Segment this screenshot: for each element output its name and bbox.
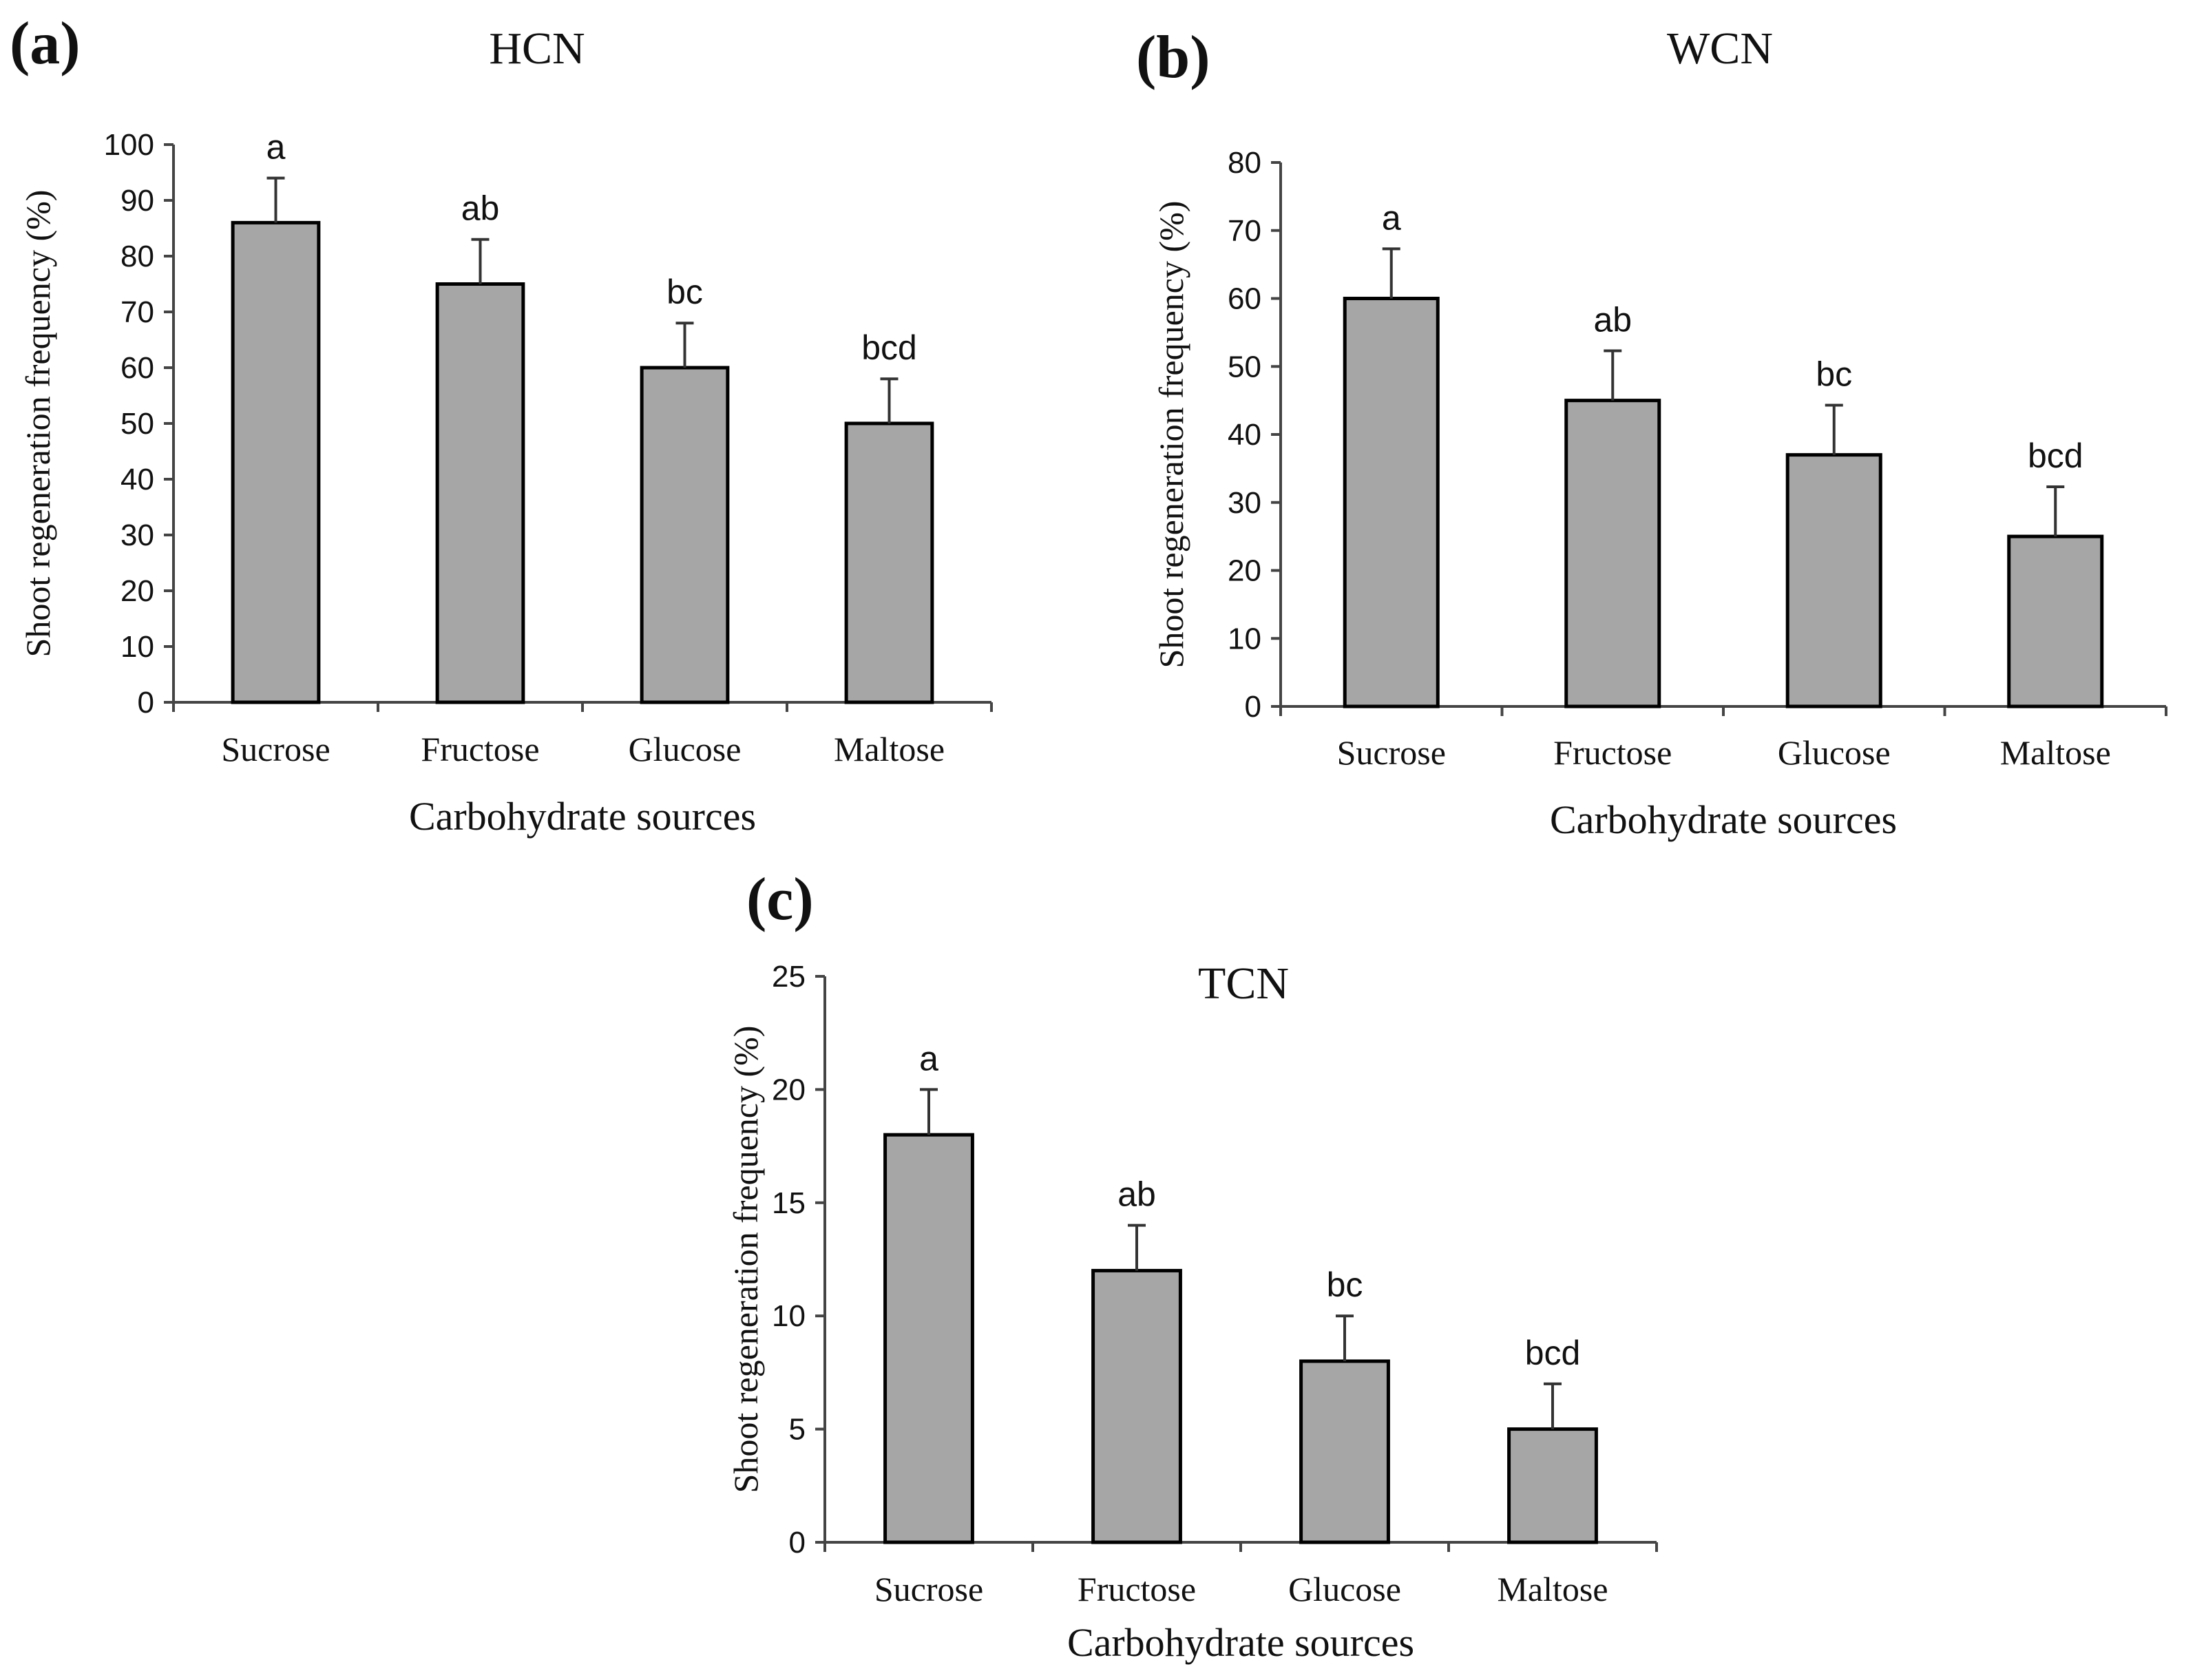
category-label: Fructose (421, 730, 539, 768)
bar-sucrose (1343, 297, 1440, 708)
y-tick-label: 10 (1228, 622, 1261, 655)
y-tick-label: 70 (1228, 214, 1261, 248)
x-axis-title: Carbohydrate sources (1067, 1620, 1414, 1665)
y-tick-label: 50 (120, 407, 154, 441)
x-axis-title: Carbohydrate sources (1550, 797, 1897, 842)
y-axis-title: Shoot regeneration frequency (%) (726, 1026, 765, 1493)
category-label: Sucrose (874, 1570, 983, 1608)
y-tick-label: 10 (772, 1299, 806, 1333)
y-tick-label: 0 (138, 686, 154, 720)
significance-letter: bcd (1525, 1334, 1581, 1372)
significance-letter: a (266, 128, 286, 167)
category-label: Sucrose (1337, 733, 1446, 772)
y-tick-label: 100 (104, 128, 154, 162)
chart-title: TCN (1198, 958, 1289, 1009)
x-axis-title: Carbohydrate sources (409, 794, 756, 839)
bar-fructose (1564, 399, 1661, 708)
y-tick-label: 20 (772, 1073, 806, 1106)
y-tick-label: 15 (772, 1186, 806, 1220)
y-axis-title: Shoot regeneration frequency (%) (1152, 201, 1190, 669)
y-tick-label: 30 (120, 518, 154, 552)
significance-letter: ab (461, 189, 500, 228)
significance-letter: bc (666, 273, 703, 311)
category-label: Sucrose (221, 730, 330, 768)
category-label: Maltose (2000, 733, 2111, 772)
chart-panel-2: (b) WCN 0 10 20 30 40 50 60 70 80 a Sucrose ab Fructos… (1136, 23, 2167, 842)
category-label: Maltose (834, 730, 945, 768)
y-tick-label: 20 (120, 574, 154, 608)
y-tick-label: 0 (789, 1526, 806, 1560)
category-label: Glucose (1778, 733, 1891, 772)
y-tick-label: 80 (1228, 146, 1261, 180)
y-tick-label: 5 (789, 1413, 806, 1447)
bar-fructose (1091, 1268, 1182, 1544)
significance-letter: bc (1327, 1266, 1363, 1304)
significance-letter: bc (1816, 355, 1852, 394)
bar-sucrose (883, 1133, 974, 1544)
y-tick-label: 40 (120, 463, 154, 496)
y-tick-label: 0 (1245, 690, 1261, 724)
y-tick-label: 90 (120, 184, 154, 218)
y-tick-label: 70 (120, 295, 154, 329)
y-tick-label: 40 (1228, 418, 1261, 452)
bar-glucose (640, 366, 730, 704)
bar-glucose (1785, 453, 1882, 708)
bar-maltose (1507, 1427, 1598, 1544)
bar-fructose (435, 282, 525, 704)
panel-label: (a) (10, 10, 81, 77)
y-tick-label: 10 (120, 630, 154, 664)
significance-letter: a (1382, 198, 1401, 237)
y-tick-label: 60 (1228, 282, 1261, 316)
y-tick-label: 30 (1228, 486, 1261, 520)
significance-letter: ab (1117, 1175, 1156, 1214)
chart-panel-3: (c) TCN 0 5 10 15 20 25 a Sucrose ab Fructose bc Gluc… (726, 866, 1658, 1665)
significance-letter: a (919, 1039, 938, 1078)
significance-letter: bcd (2028, 437, 2083, 475)
panel-label: (b) (1136, 24, 1210, 91)
chart-panel-1: (a) HCN 0 10 20 30 40 50 60 70 80 90 100 a Sucrose ab Fr… (10, 10, 993, 839)
bar-sucrose (231, 220, 321, 704)
significance-letter: bcd (861, 328, 917, 367)
y-tick-label: 50 (1228, 350, 1261, 384)
bar-maltose (2007, 534, 2104, 708)
category-label: Glucose (1288, 1570, 1401, 1608)
chart-title: WCN (1667, 23, 1773, 74)
category-label: Fructose (1553, 733, 1672, 772)
panel-label: (c) (746, 866, 814, 933)
y-tick-label: 80 (120, 240, 154, 273)
bar-maltose (844, 421, 934, 704)
category-label: Fructose (1078, 1570, 1196, 1608)
category-label: Maltose (1497, 1570, 1608, 1608)
chart-title: HCN (489, 23, 585, 74)
y-tick-label: 20 (1228, 554, 1261, 588)
y-tick-label: 60 (120, 351, 154, 385)
y-tick-label: 25 (772, 960, 806, 994)
y-axis-title: Shoot regeneration frequency (%) (19, 190, 57, 658)
significance-letter: ab (1593, 301, 1632, 339)
bar-glucose (1299, 1359, 1390, 1544)
category-label: Glucose (629, 730, 742, 768)
